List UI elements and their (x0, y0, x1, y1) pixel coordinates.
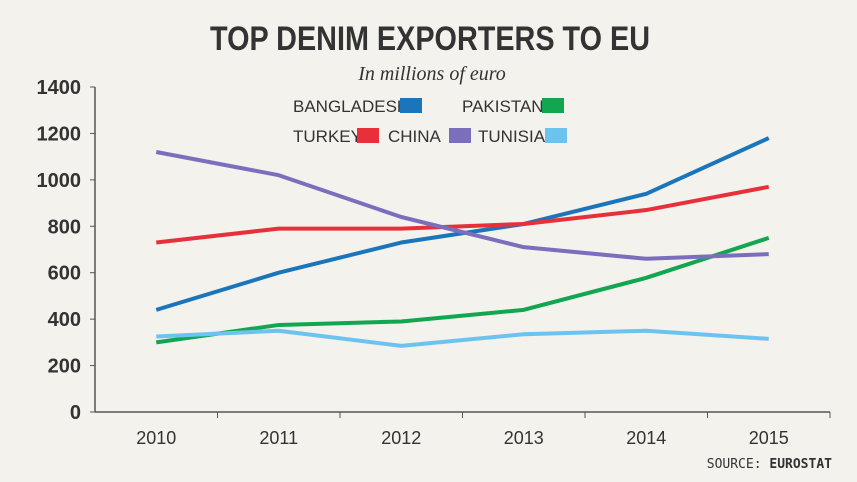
legend-swatch (542, 98, 564, 113)
legend-swatch (357, 128, 379, 143)
y-tick-label: 0 (70, 402, 81, 424)
legend-item-pakistan: PAKISTAN (462, 97, 564, 116)
legend: BANGLADESH PAKISTAN TURKEY CHINA TUNISIA (293, 97, 567, 146)
x-tick-label: 2014 (626, 428, 666, 448)
y-tick-label: 600 (48, 263, 81, 285)
legend-swatch (449, 128, 471, 143)
legend-item-turkey: TURKEY (293, 127, 379, 146)
y-tick-label: 400 (48, 309, 81, 331)
x-tick-label: 2012 (381, 428, 421, 448)
y-tick-label: 800 (48, 216, 81, 238)
x-tick-label: 2011 (259, 428, 298, 448)
y-tick-label: 1200 (37, 123, 82, 145)
x-tick-label: 2013 (504, 428, 544, 448)
x-tick-label: 2010 (136, 428, 176, 448)
legend-swatch (400, 98, 422, 113)
series-line-pakistan (155, 235, 770, 345)
chart-subtitle: In millions of euro (357, 63, 506, 85)
series-group (155, 136, 770, 348)
legend-label: TUNISIA (478, 127, 546, 146)
series-line-turkey (156, 184, 770, 245)
y-tick-label: 1400 (37, 77, 82, 99)
legend-item-tunisia: TUNISIA (478, 127, 567, 146)
legend-label: BANGLADESH (293, 97, 409, 116)
series-line-tunisia (156, 328, 769, 348)
legend-item-china: CHINA (388, 127, 471, 146)
chart-title: TOP DENIM EXPORTERS TO EU (210, 20, 650, 58)
source-name: EUROSTAT (769, 457, 832, 472)
source-note: SOURCE: EUROSTAT (707, 457, 832, 472)
legend-swatch (545, 128, 567, 143)
y-tick-label: 200 (48, 356, 81, 378)
y-tick-label: 1000 (37, 170, 82, 192)
legend-label: TURKEY (293, 127, 362, 146)
source-label: SOURCE: (707, 457, 762, 472)
legend-label: PAKISTAN (462, 97, 544, 116)
series-line-china (155, 150, 769, 261)
axes: 0 200 400 600 800 1000 1200 1400 2010 2011 2012 201… (37, 77, 831, 448)
x-tick-label: 2015 (749, 428, 789, 448)
legend-item-bangladesh: BANGLADESH (293, 97, 422, 116)
series-line-bangladesh (155, 136, 770, 312)
legend-label: CHINA (388, 127, 442, 146)
